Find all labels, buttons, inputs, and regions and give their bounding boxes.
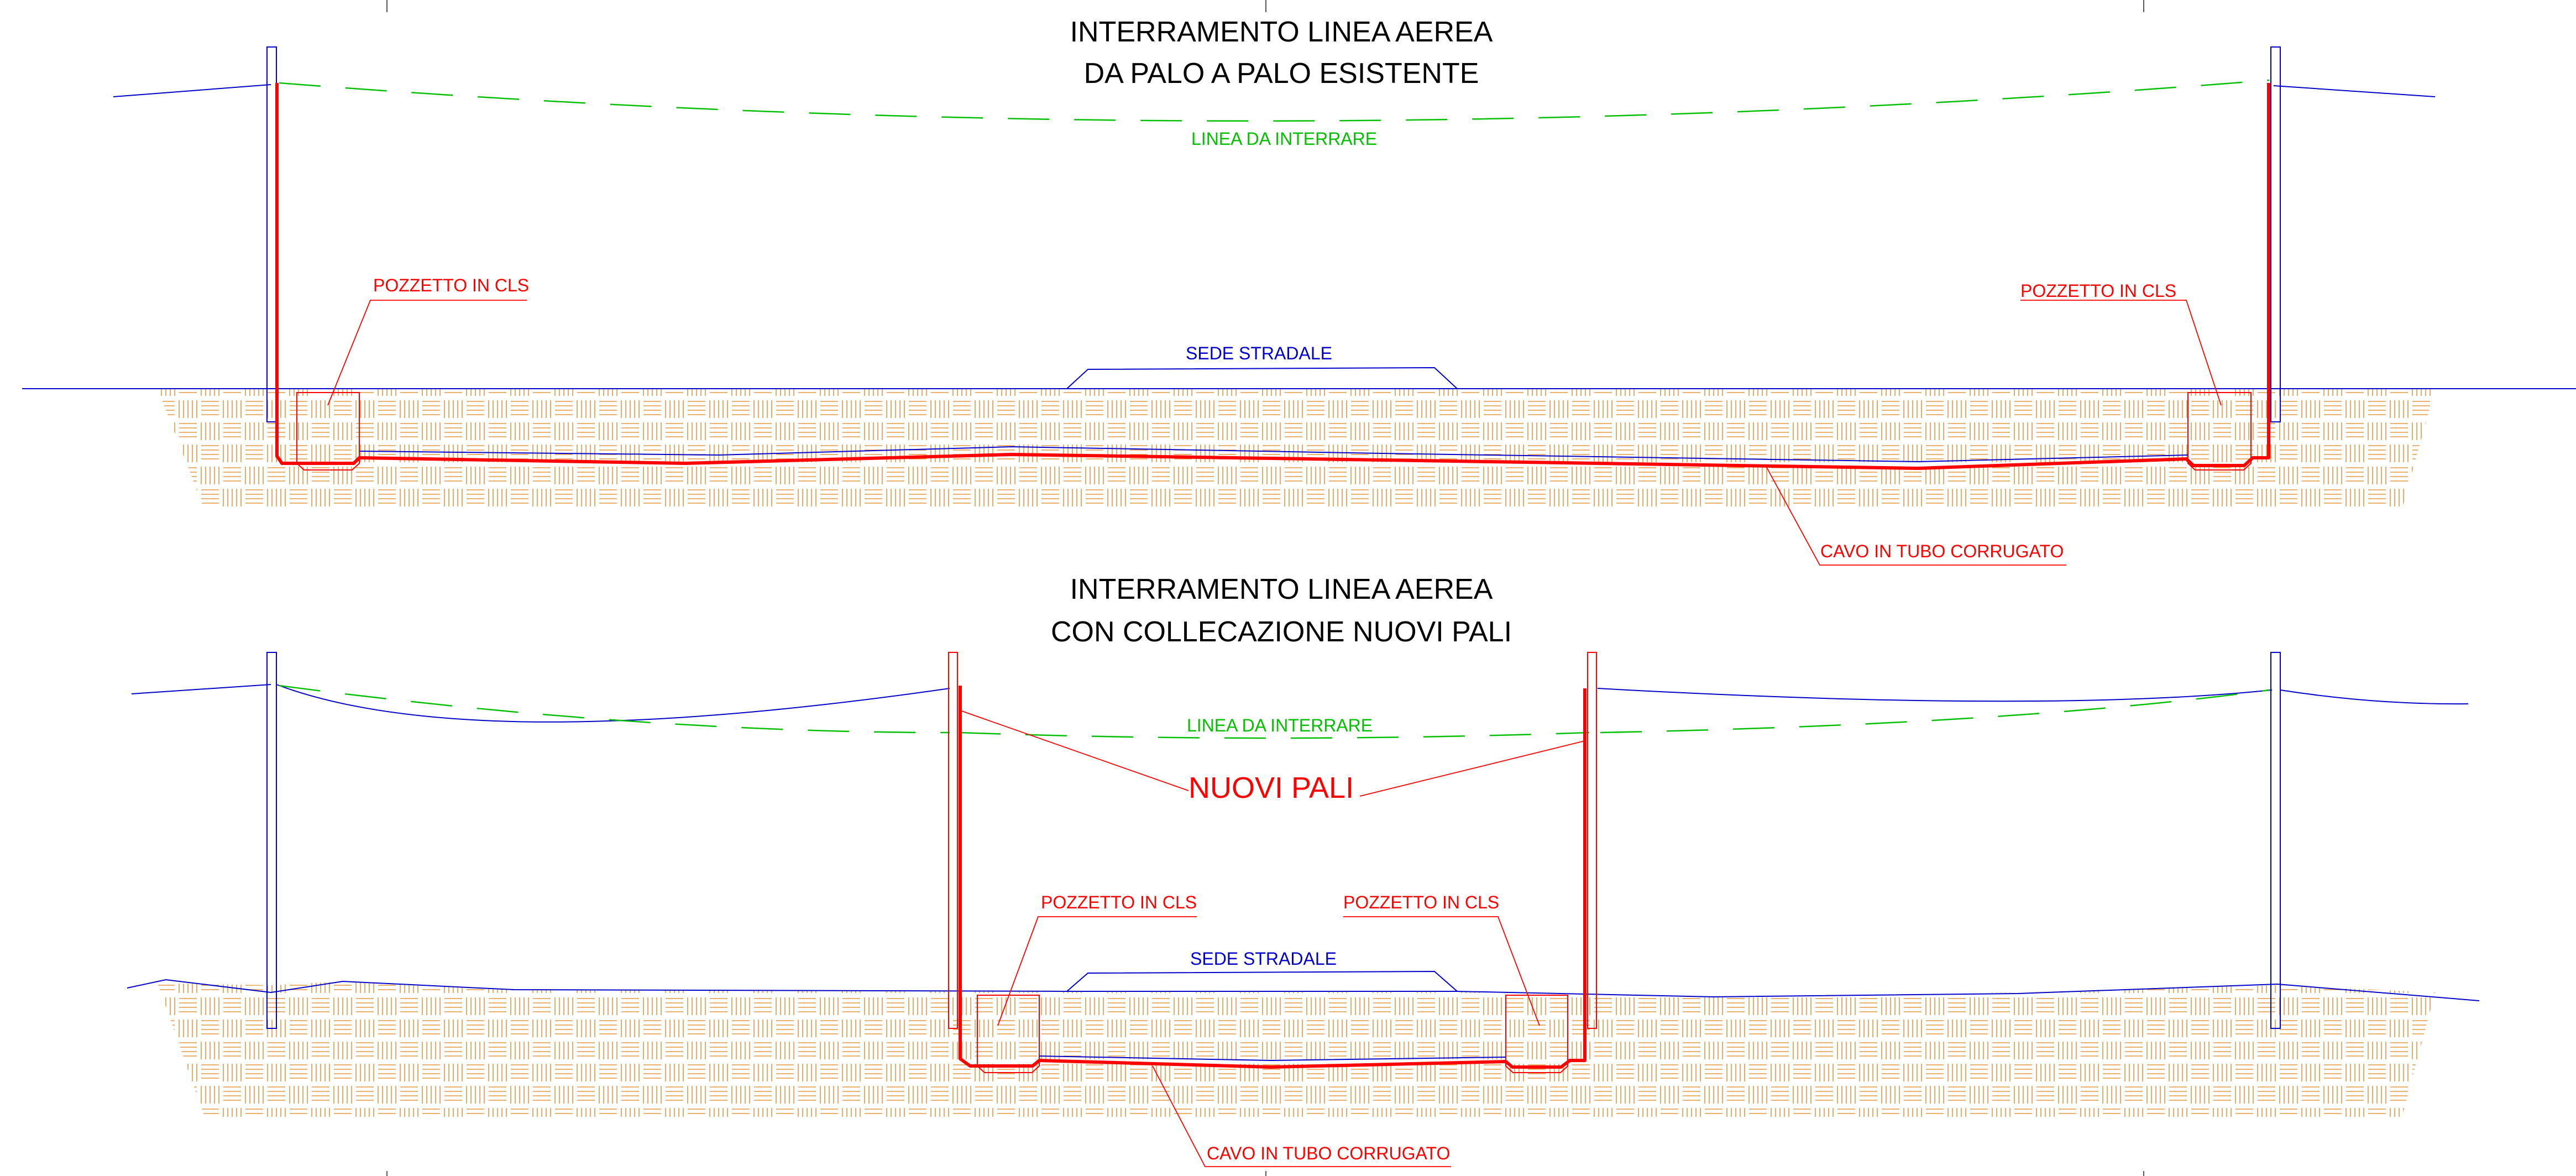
line-to-bury-label-bottom: LINEA DA INTERRARE [1187, 715, 1373, 735]
cable-label-bottom: CAVO IN TUBO CORRUGATO [1207, 1143, 1450, 1163]
pit-right-leader-bottom [1343, 916, 1540, 1026]
overhead-wire-span-left-bottom [276, 684, 950, 723]
pit-right-label-bottom: POZZETTO IN CLS [1343, 892, 1499, 912]
existing-pole-left-top [266, 46, 277, 422]
overhead-wire-span-right-bottom [1597, 688, 2273, 702]
cable-leader-bottom [1152, 1065, 1451, 1167]
existing-pole-right-top [2270, 46, 2281, 422]
overhead-wire-right-top [2273, 85, 2436, 97]
top-title-line1: INTERRAMENTO LINEA AEREA [1070, 16, 1493, 48]
overhead-wire-left-bottom [131, 684, 271, 694]
line-to-bury-bottom-left [279, 684, 950, 734]
new-pole-right [1587, 652, 1597, 1029]
pit-right-label-top: POZZETTO IN CLS [2020, 281, 2176, 301]
line-to-bury-bottom-middle [959, 731, 1590, 739]
pit-left-label-bottom: POZZETTO IN CLS [1041, 892, 1197, 912]
road-label-bottom: SEDE STRADALE [1190, 949, 1337, 969]
line-to-bury-bottom-right [1600, 689, 2270, 734]
bottom-title-line1: INTERRAMENTO LINEA AEREA [1070, 573, 1493, 605]
pit-left-leader-bottom [997, 916, 1197, 1026]
bottom-title-line2: CON COLLECAZIONE NUOVI PALI [1051, 616, 1512, 648]
frame-ticks [386, 0, 2144, 1176]
section-bottom: INTERRAMENTO LINEA AEREA CON COLLECAZION… [127, 573, 2480, 1167]
new-poles-leader-left [960, 710, 1189, 791]
top-title-line2: DA PALO A PALO ESISTENTE [1084, 58, 1479, 90]
cable-bottom [959, 686, 1587, 1069]
new-poles-label: NUOVI PALI [1188, 771, 1354, 804]
conduit-bottom [1039, 1055, 1506, 1062]
overhead-wire-end-right-bottom [2280, 689, 2469, 705]
cable-leader-top [1765, 464, 2066, 566]
road-outline-bottom [1066, 970, 1458, 992]
pit-right-top [2187, 392, 2252, 471]
pit-right-bottom [1505, 995, 1568, 1073]
road-outline-top [1066, 367, 1458, 389]
new-pole-left [948, 652, 958, 1029]
soil-fill-top [158, 389, 2435, 510]
pit-left-label-top: POZZETTO IN CLS [373, 275, 529, 295]
new-poles-leader-right [1359, 740, 1585, 797]
pit-right-leader-top [2020, 300, 2222, 406]
soil-fill-bottom [158, 981, 2435, 1117]
section-top: INTERRAMENTO LINEA AEREA DA PALO A PALO … [22, 16, 2576, 566]
existing-pole-left-bottom [266, 652, 277, 1029]
overhead-wire-left-top [113, 84, 271, 97]
conduit-top [359, 446, 2188, 463]
line-to-bury-top [279, 79, 2270, 122]
cable-label-top: CAVO IN TUBO CORRUGATO [1820, 541, 2064, 561]
cable-top [275, 83, 2270, 470]
road-label-top: SEDE STRADALE [1186, 343, 1332, 363]
existing-pole-right-bottom [2270, 652, 2281, 1029]
line-to-bury-label-top: LINEA DA INTERRARE [1191, 129, 1377, 149]
pit-left-leader-top [327, 300, 527, 406]
